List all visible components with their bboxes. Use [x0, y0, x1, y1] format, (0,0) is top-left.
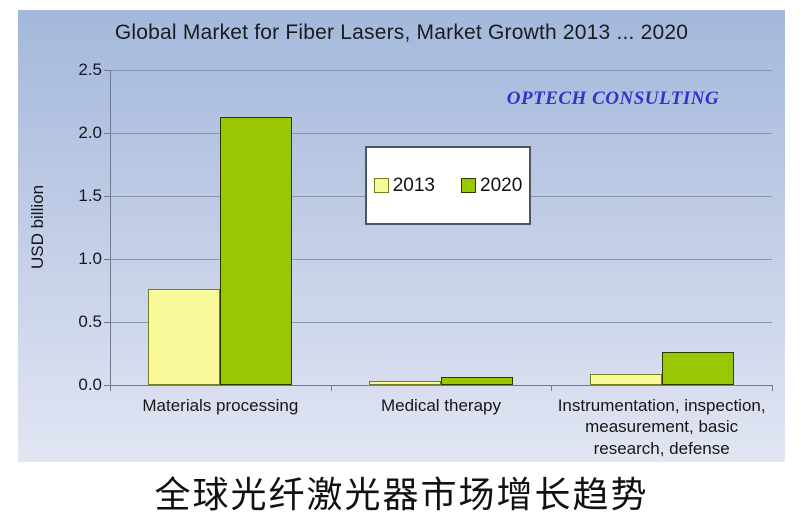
- x-axis-category-labels: Materials processing Medical therapy Instr…: [110, 395, 772, 459]
- x-axis-category-label: Materials processing: [142, 396, 299, 415]
- legend-label-2020: 2020: [480, 174, 523, 196]
- plot-area: 2.5 2.0 1.5 1.0 0.5 0.0: [18, 10, 785, 462]
- x-axis-tick: [772, 385, 773, 391]
- x-axis-category-label: Instrumentation, inspection, measurement…: [557, 396, 766, 458]
- legend-item-2020: 2020: [461, 175, 522, 197]
- x-axis-category-label: Medical therapy: [380, 396, 501, 415]
- watermark-optech-consulting: OPTECH CONSULTING: [506, 88, 720, 109]
- x-axis-line: [110, 385, 772, 386]
- y-axis-tick: [104, 133, 110, 134]
- gridline: [110, 133, 772, 134]
- bar-2013-category-2: [369, 381, 441, 385]
- chart-panel: Global Market for Fiber Lasers, Market G…: [18, 10, 785, 462]
- legend-swatch-2013: [373, 178, 389, 193]
- legend-label-2013: 2013: [392, 174, 435, 196]
- legend-swatch-2020: [461, 178, 476, 193]
- y-axis-tick: [104, 70, 110, 71]
- y-axis-tick: [104, 196, 110, 197]
- legend: 2013 2020: [365, 146, 531, 225]
- y-axis-tick-label: 1.5: [78, 186, 102, 205]
- x-axis-tick: [330, 385, 332, 391]
- bar-2020-category-2: [441, 377, 513, 385]
- y-axis-tick-label: 0.0: [78, 375, 102, 394]
- y-axis-tick: [104, 385, 110, 386]
- y-axis-tick-label: 0.5: [78, 312, 102, 331]
- gridline: [110, 259, 772, 260]
- gridline: [110, 322, 772, 323]
- y-axis-tick-label: 2.0: [78, 123, 102, 142]
- y-axis-tick-label: 2.5: [78, 60, 102, 79]
- y-axis-tick: [104, 259, 110, 260]
- bar-2013-category-3: [589, 374, 662, 385]
- y-axis-tick: [104, 322, 110, 323]
- legend-item-2013: 2013: [373, 174, 435, 197]
- y-axis-line: [110, 70, 111, 391]
- x-axis-tick: [551, 385, 553, 391]
- bar-2020-category-1: [220, 117, 293, 385]
- caption-chinese: 全球光纤激光器市场增长趋势: [154, 475, 649, 516]
- bar-2013-category-1: [148, 289, 221, 385]
- x-axis-tick: [110, 385, 111, 391]
- bar-2020-category-3: [661, 352, 734, 385]
- chart-title: Global Market for Fiber Lasers, Market G…: [114, 21, 689, 44]
- y-axis-tick-label: 1.0: [78, 249, 102, 268]
- gridline: [110, 70, 772, 71]
